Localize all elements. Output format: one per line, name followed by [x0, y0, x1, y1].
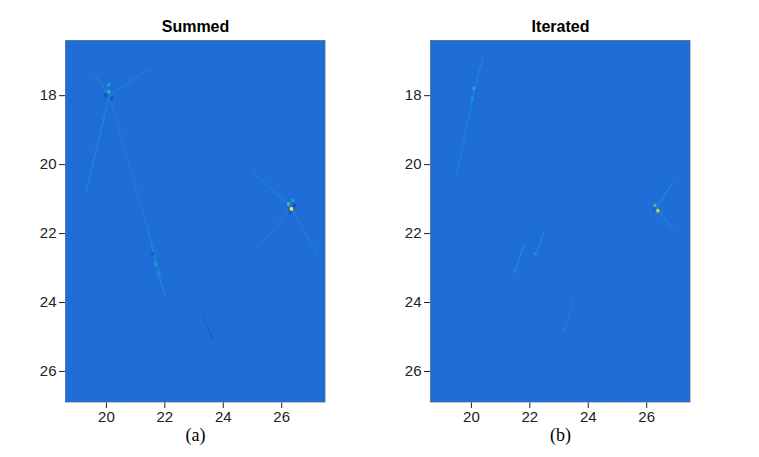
svg-text:18: 18 — [40, 86, 57, 103]
svg-text:26: 26 — [273, 408, 290, 425]
svg-text:26: 26 — [405, 362, 422, 379]
svg-text:Iterated: Iterated — [532, 18, 590, 35]
svg-text:26: 26 — [40, 362, 57, 379]
svg-text:22: 22 — [156, 408, 173, 425]
svg-text:(a): (a) — [186, 425, 206, 446]
svg-text:22: 22 — [405, 224, 422, 241]
svg-text:24: 24 — [580, 408, 597, 425]
svg-text:18: 18 — [405, 86, 422, 103]
svg-text:24: 24 — [405, 293, 422, 310]
svg-text:26: 26 — [638, 408, 655, 425]
svg-text:20: 20 — [405, 155, 422, 172]
svg-text:20: 20 — [463, 408, 480, 425]
svg-text:22: 22 — [521, 408, 538, 425]
svg-text:Summed: Summed — [162, 18, 230, 35]
svg-text:22: 22 — [40, 224, 57, 241]
svg-text:20: 20 — [40, 155, 57, 172]
svg-text:24: 24 — [215, 408, 232, 425]
svg-text:20: 20 — [98, 408, 115, 425]
svg-text:24: 24 — [40, 293, 57, 310]
svg-text:(b): (b) — [550, 425, 571, 446]
